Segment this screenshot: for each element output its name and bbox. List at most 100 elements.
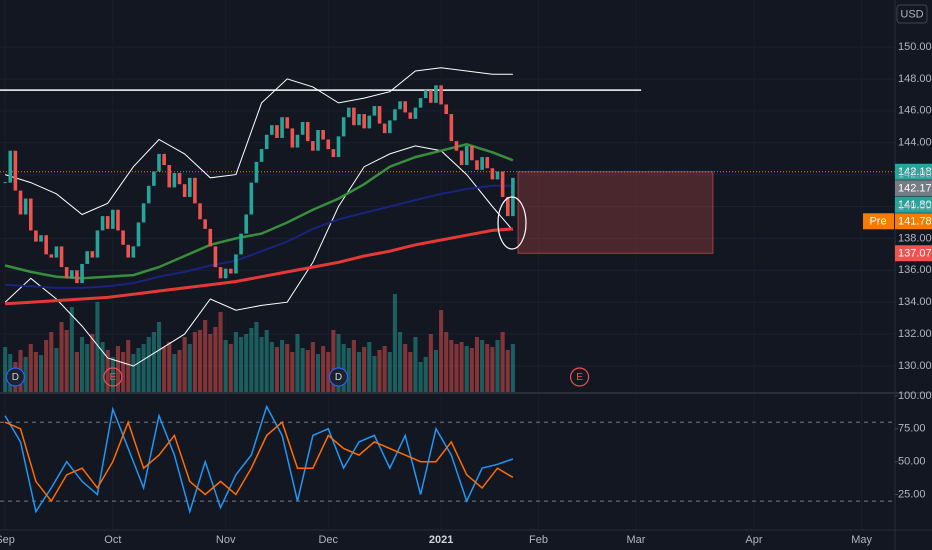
x-tick-label: Sep — [0, 534, 15, 546]
volume-bar — [500, 332, 505, 392]
price-tag — [895, 245, 932, 262]
x-tick-label: Feb — [529, 534, 548, 546]
volume-bar — [356, 352, 362, 392]
stoch-d — [4, 419, 514, 503]
volume-bar — [280, 340, 285, 392]
price-tag-label: 142.18 — [898, 166, 932, 178]
candle — [244, 214, 248, 234]
volume-bar — [156, 322, 162, 392]
x-tick-label: 2021 — [429, 534, 453, 546]
volume-bar — [387, 352, 392, 392]
candle — [270, 125, 274, 135]
event-label: D — [12, 372, 19, 383]
volume-bar — [351, 340, 356, 392]
volume-bar — [239, 337, 244, 392]
candle — [382, 123, 387, 134]
y-tick-label: 146.00 — [898, 105, 932, 117]
price-tag-label: 137.07 — [898, 248, 932, 260]
candle — [152, 171, 156, 186]
candle — [28, 198, 33, 231]
candle — [341, 117, 346, 137]
volume-bar — [197, 330, 203, 392]
candle — [490, 168, 495, 180]
candle — [218, 267, 223, 279]
volume-bar — [213, 327, 218, 392]
candle — [203, 219, 207, 229]
volume-bar — [182, 337, 187, 392]
volume-bar — [187, 344, 192, 392]
volume-bar — [192, 332, 197, 392]
candle — [346, 107, 351, 118]
volume-bar — [172, 354, 177, 392]
candle — [49, 254, 54, 258]
volume-bar — [28, 344, 33, 392]
volume-bar — [100, 342, 105, 392]
candle — [95, 230, 100, 258]
event-marker[interactable] — [5, 367, 25, 387]
volume-bar — [228, 344, 233, 392]
candle — [403, 101, 407, 113]
volume-bar — [398, 332, 403, 392]
candle — [8, 150, 13, 183]
volume-bar — [382, 346, 387, 392]
x-tick-label: Oct — [104, 534, 121, 546]
candle — [377, 106, 382, 124]
candle — [111, 209, 115, 229]
volume-bar — [110, 357, 115, 392]
candle — [275, 125, 279, 138]
currency-badge[interactable] — [896, 4, 928, 24]
volume-bar — [269, 342, 274, 392]
candle — [459, 150, 464, 166]
candle — [126, 244, 131, 258]
volume-bar — [264, 330, 269, 392]
volume-bar — [423, 357, 428, 392]
candle — [213, 246, 218, 268]
plot — [0, 67, 895, 515]
candle — [187, 177, 192, 197]
volume-bar — [310, 342, 315, 392]
indicator-line — [4, 67, 513, 216]
indicator-line — [4, 143, 514, 280]
candle — [326, 139, 331, 150]
range-box — [517, 171, 714, 254]
volume-bar — [469, 348, 474, 392]
volume-bar — [315, 354, 321, 392]
volume-bar — [162, 347, 167, 392]
volume-bar — [403, 344, 408, 392]
volume-bar — [223, 340, 228, 392]
volume-bar — [444, 332, 449, 392]
volume-bar — [146, 337, 151, 392]
event-marker[interactable] — [103, 367, 123, 387]
candle — [131, 246, 136, 258]
price-tag-label: 141.80 — [898, 199, 932, 211]
event-marker[interactable] — [569, 367, 590, 387]
candle — [13, 150, 18, 191]
volume-bar — [362, 347, 367, 392]
candle — [80, 263, 84, 284]
stoch-tick-label: 50.00 — [898, 456, 926, 468]
event-marker[interactable] — [328, 367, 349, 387]
price-tag — [895, 213, 932, 230]
candle — [500, 171, 505, 197]
volume-bar — [326, 352, 331, 392]
volume-bar — [95, 302, 100, 392]
volume-bar — [474, 337, 480, 392]
candle — [331, 149, 336, 158]
candle — [234, 254, 238, 274]
volume-bar — [367, 342, 372, 392]
volume-bar — [69, 307, 74, 392]
volume-bar — [141, 344, 146, 392]
candle — [434, 85, 438, 103]
indicator-line — [5, 227, 514, 306]
y-tick-label: 130.00 — [898, 360, 932, 372]
candle — [198, 203, 202, 220]
volume-bar — [274, 347, 280, 392]
candle — [464, 145, 469, 166]
volume-bar — [64, 330, 69, 392]
volume-bar — [336, 334, 341, 392]
volume-bar — [510, 344, 515, 392]
candle — [54, 246, 59, 258]
candle — [162, 153, 166, 166]
candle — [280, 117, 284, 138]
